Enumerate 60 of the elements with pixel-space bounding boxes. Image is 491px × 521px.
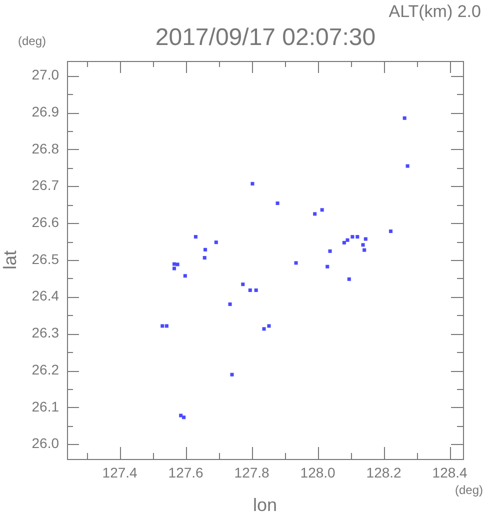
x-tick-label: 127.4	[102, 464, 138, 480]
point	[228, 302, 232, 306]
y-tick-label: 26.4	[32, 288, 60, 304]
point	[361, 243, 365, 247]
text: (deg)	[454, 483, 483, 497]
point	[172, 262, 176, 266]
point	[160, 324, 164, 328]
y-tick-label: 26.8	[32, 140, 60, 156]
x-tick-label: 128.0	[300, 464, 336, 480]
x-tick-label: 127.6	[168, 464, 204, 480]
point	[388, 229, 392, 234]
y-tick-label: 26.7	[32, 177, 60, 194]
point	[183, 274, 187, 278]
point	[267, 324, 271, 328]
point	[241, 282, 245, 286]
point	[176, 262, 180, 266]
point	[350, 235, 354, 239]
point	[194, 235, 198, 239]
x-tick-label: 127.8	[234, 464, 270, 480]
point	[254, 288, 258, 292]
point	[346, 238, 350, 242]
point	[313, 212, 317, 216]
point	[328, 249, 332, 253]
point	[172, 266, 176, 270]
x-tick-label: 128.4	[432, 464, 468, 480]
y-axis-title: lat	[0, 250, 20, 270]
point	[214, 240, 218, 244]
y-tick-label: 26.6	[32, 214, 60, 230]
y-tick-label: 26.0	[32, 435, 60, 452]
y-tick-label: 26.2	[32, 361, 60, 378]
point	[248, 288, 252, 292]
y-tick-label: 26.5	[32, 250, 60, 267]
point	[202, 256, 206, 260]
y-tick-label: 27.0	[32, 66, 60, 83]
x-axis-title: lon	[252, 495, 278, 516]
point	[276, 201, 280, 206]
text: ALT(km) 2.0	[388, 2, 481, 22]
chart-title: 2017/09/17 02:07:30	[155, 24, 376, 51]
point	[402, 116, 406, 120]
y-tick-label: 26.3	[32, 324, 60, 341]
point	[326, 264, 330, 268]
point	[362, 248, 366, 252]
point	[342, 240, 346, 244]
point	[230, 372, 234, 376]
point	[294, 261, 298, 265]
point	[356, 235, 360, 239]
point	[406, 164, 410, 168]
point	[250, 182, 254, 186]
x-tick-label: 128.2	[366, 464, 402, 480]
point	[347, 277, 351, 281]
y-tick-label: 26.1	[32, 398, 60, 414]
text: (deg)	[18, 34, 46, 48]
y-tick-label: 26.9	[32, 103, 60, 120]
point	[204, 248, 208, 252]
point	[182, 416, 186, 420]
point	[179, 414, 183, 418]
point	[164, 324, 168, 328]
point	[320, 208, 324, 212]
point	[364, 237, 368, 241]
point	[262, 327, 266, 331]
